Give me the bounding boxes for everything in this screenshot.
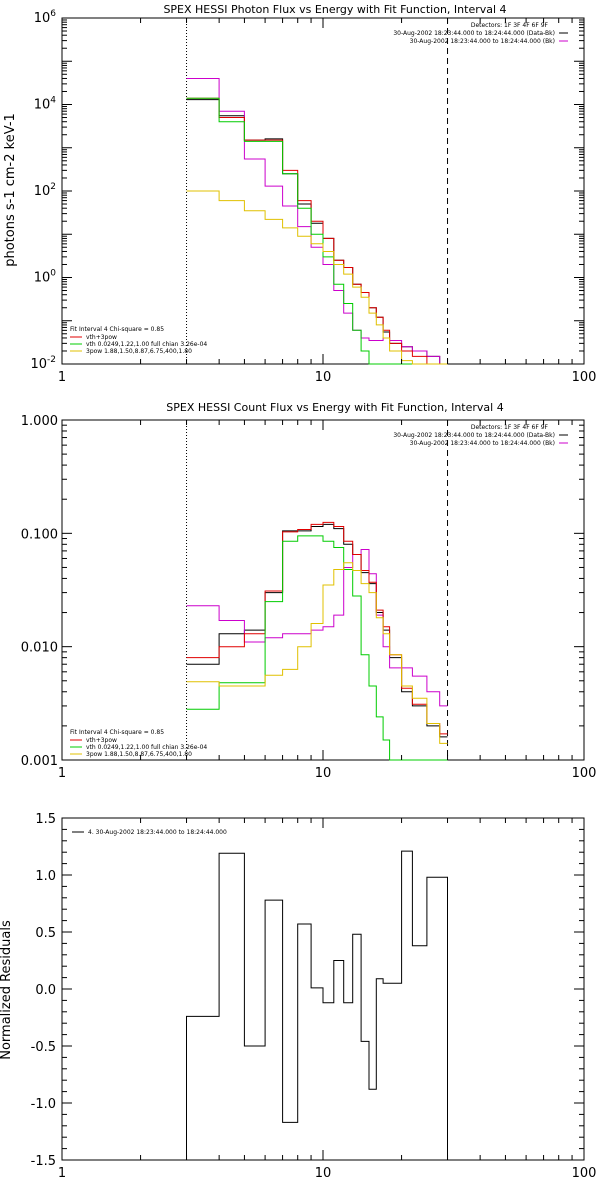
x-tick-label: 10 <box>315 1166 332 1181</box>
count-flux-legend-fit-interval: Fit Interval 4 Chi-square = 0.85 <box>70 729 164 736</box>
photon-flux-legend-detectors: Detectors: 1F 3F 4F 6F 9F <box>471 22 549 29</box>
y-tick-label: 1.5 <box>35 812 56 827</box>
y-tick-label: 0.001 <box>21 754 58 769</box>
residuals-series-data-step-line <box>186 850 448 1160</box>
y-tick-label: -0.5 <box>31 1040 56 1055</box>
residuals-panel: 1 10 100 -1.5 -1.0 -0.5 0.0 0.5 1.0 1.5 Normaliz… <box>0 812 596 1181</box>
count-flux-series-data-step-line <box>186 523 448 738</box>
y-tick-label: 0.100 <box>21 527 58 542</box>
count-flux-legend-pow: 3pow 1.88,1.50,8.87,6.75,400,1.80 <box>86 751 192 758</box>
count-flux-series-pow-step-line <box>186 562 448 744</box>
y-tick-label: 1.000 <box>21 414 58 429</box>
photon-flux-legend-total: vth+3pow <box>86 334 117 341</box>
photon-flux-y-axis-label: photons s-1 cm-2 keV-1 <box>3 113 18 267</box>
count-flux-series-bk-step-line <box>186 549 448 707</box>
photon-flux-legend-vth: vth 0.0249,1.22,1.00 full chian 3.26e-04 <box>86 341 207 348</box>
count-flux-legend-total: vth+3pow <box>86 737 117 744</box>
y-tick-label: 102 <box>34 182 56 199</box>
x-tick-label: 1 <box>58 370 66 385</box>
photon-flux-legend-top-right: Detectors: 1F 3F 4F 6F 9F 30-Aug-2002 18… <box>393 22 568 45</box>
photon-flux-legend-pow: 3pow 1.88,1.50,8.87,6.75,400,1.80 <box>86 348 192 355</box>
y-tick-label: 104 <box>34 96 57 113</box>
x-tick-label: 10 <box>315 766 332 781</box>
residuals-legend-label: 4. 30-Aug-2002 18:23:44.000 to 18:24:44.… <box>88 829 227 836</box>
x-tick-label: 100 <box>572 766 597 781</box>
count-flux-legend-detectors: Detectors: 1F 3F 4F 6F 9F <box>471 424 549 431</box>
photon-flux-legend-bottom-left: Fit Interval 4 Chi-square = 0.85 vth+3po… <box>70 326 207 355</box>
count-flux-legend-vth: vth 0.0249,1.22,1.00 full chian 3.26e-04 <box>86 744 207 751</box>
y-tick-label: 106 <box>34 9 57 26</box>
photon-flux-series-total-step-line <box>186 97 448 365</box>
photon-flux-panel: SPEX HESSI Photon Flux vs Energy with Fi… <box>3 3 596 385</box>
residuals-legend: 4. 30-Aug-2002 18:23:44.000 to 18:24:44.… <box>72 829 227 836</box>
x-tick-label: 1 <box>58 766 66 781</box>
x-tick-label: 100 <box>572 1166 597 1181</box>
photon-flux-legend-data-bk: 30-Aug-2002 18:23:44.000 to 18:24:44.000… <box>393 30 555 37</box>
y-tick-label: 0.010 <box>21 641 58 656</box>
x-tick-label: 1 <box>58 1166 66 1181</box>
count-flux-panel: SPEX HESSI Count Flux vs Energy with Fit… <box>21 401 597 781</box>
x-tick-label: 100 <box>572 370 597 385</box>
y-tick-label: -1.5 <box>31 1154 56 1169</box>
residuals-y-axis-label: Normalized Residuals <box>0 920 14 1060</box>
y-tick-label: 1.0 <box>35 869 56 884</box>
photon-flux-series-pow-step-line <box>186 190 448 365</box>
count-flux-series-vth-step-line <box>186 535 448 761</box>
photon-flux-series-data-step-line <box>186 99 448 365</box>
photon-flux-series-vth-step-line <box>186 97 448 365</box>
y-tick-label: 0.5 <box>35 926 56 941</box>
y-tick-label: 10-2 <box>30 355 56 372</box>
count-flux-legend-top-right: Detectors: 1F 3F 4F 6F 9F 30-Aug-2002 18… <box>393 424 568 447</box>
photon-flux-legend-bk: 30-Aug-2002 18:23:44.000 to 18:24:44.000… <box>410 38 555 45</box>
count-flux-legend-bk: 30-Aug-2002 18:23:44.000 to 18:24:44.000… <box>410 440 555 447</box>
count-flux-title: SPEX HESSI Count Flux vs Energy with Fit… <box>166 401 503 414</box>
y-tick-label: -1.0 <box>31 1097 56 1112</box>
x-tick-label: 10 <box>315 370 332 385</box>
count-flux-legend-data-bk: 30-Aug-2002 18:23:44.000 to 18:24:44.000… <box>393 432 555 439</box>
y-tick-label: 0.0 <box>35 983 56 998</box>
count-flux-legend-bottom-left: Fit Interval 4 Chi-square = 0.85 vth+3po… <box>70 729 207 758</box>
photon-flux-legend-fit-interval: Fit Interval 4 Chi-square = 0.85 <box>70 326 164 333</box>
photon-flux-plot-frame <box>61 17 585 365</box>
y-tick-label: 100 <box>34 269 57 286</box>
photon-flux-title: SPEX HESSI Photon Flux vs Energy with Fi… <box>163 3 506 16</box>
count-flux-series-total-step-line <box>186 521 448 735</box>
